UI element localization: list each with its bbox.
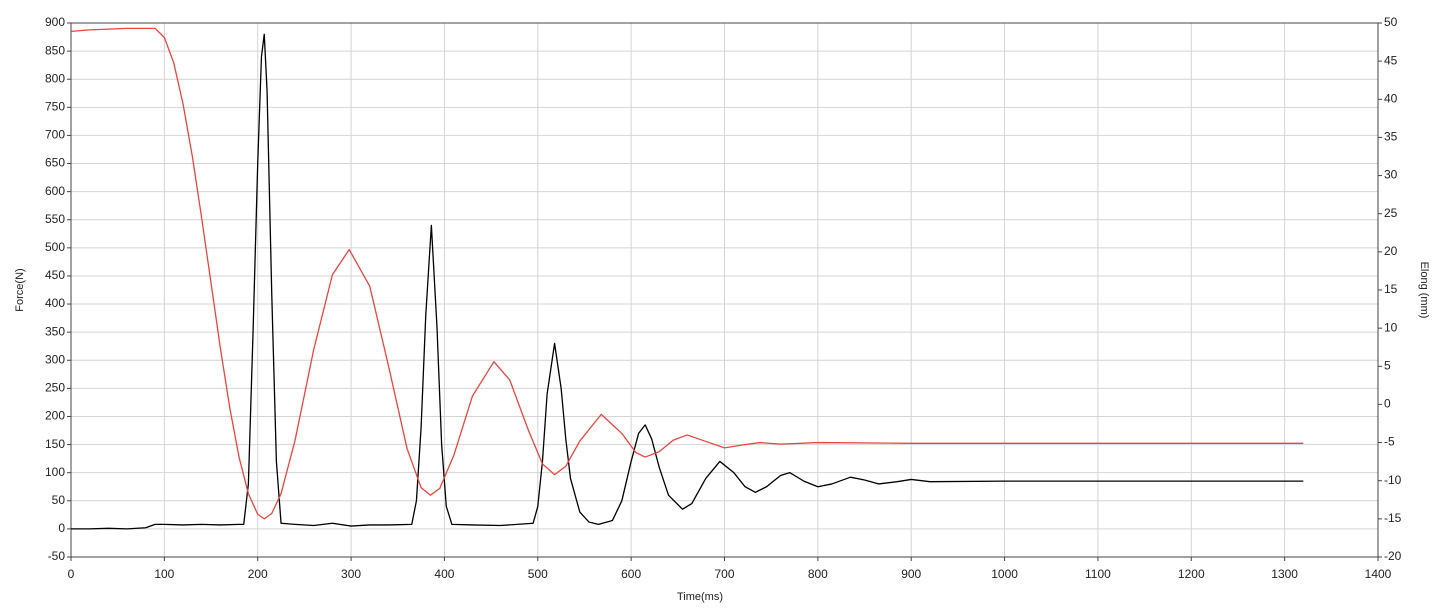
x-tick-label: 800: [808, 567, 828, 581]
y2-tick-label: 50: [1384, 15, 1398, 29]
y2-tick-label: 15: [1384, 282, 1398, 296]
y-tick-label: 700: [45, 128, 65, 142]
y-tick-label: 650: [45, 156, 65, 170]
y-tick-label: -50: [48, 549, 66, 563]
x-axis-label: Time(ms): [677, 591, 723, 603]
y2-tick-label: 20: [1384, 244, 1398, 258]
x-tick-label: 1300: [1271, 567, 1298, 581]
y-tick-label: 850: [45, 43, 65, 57]
y-tick-label: 300: [45, 352, 65, 366]
y-tick-label: 350: [45, 324, 65, 338]
x-tick-label: 1200: [1178, 567, 1205, 581]
data-line: [71, 33, 1304, 530]
y-tick-label: 200: [45, 409, 65, 423]
y-tick-label: 0: [58, 521, 65, 535]
y2-axis-label: Elong (mm): [1418, 262, 1430, 319]
y-tick-label: 400: [45, 296, 65, 310]
x-tick-label: 1000: [991, 567, 1018, 581]
y2-tick-label: 25: [1384, 206, 1398, 220]
y2-tick-label: 40: [1384, 91, 1398, 105]
y2-tick-label: 45: [1384, 53, 1398, 67]
y2-tick-label: 10: [1384, 320, 1398, 334]
y-tick-label: 600: [45, 184, 65, 198]
y-axis-label: Force(N): [14, 268, 26, 311]
y2-tick-label: -15: [1384, 511, 1402, 525]
x-tick-label: 100: [154, 567, 174, 581]
y-tick-label: 150: [45, 437, 65, 451]
y2-tick-label: -10: [1384, 473, 1402, 487]
y-tick-label: 550: [45, 212, 65, 226]
x-tick-label: 300: [341, 567, 361, 581]
x-tick-label: 900: [901, 567, 921, 581]
y2-tick-label: 30: [1384, 168, 1398, 182]
x-tick-label: 0: [68, 567, 75, 581]
y-tick-label: 50: [52, 493, 66, 507]
y-tick-label: 500: [45, 240, 65, 254]
plot-frame: [70, 22, 1379, 558]
x-tick-label: 400: [434, 567, 454, 581]
data-line: [70, 27, 1304, 520]
y2-tick-label: 0: [1384, 397, 1391, 411]
x-tick-label: 1100: [1085, 567, 1111, 581]
y-tick-label: 750: [45, 99, 65, 113]
y-tick-label: 900: [45, 15, 65, 29]
x-tick-label: 500: [528, 567, 548, 581]
x-tick-label: 1400: [1365, 567, 1392, 581]
y-tick-label: 100: [45, 465, 65, 479]
x-tick-label: 600: [621, 567, 641, 581]
y-tick-label: 800: [45, 71, 65, 85]
x-tick-label: 700: [714, 567, 734, 581]
y2-tick-label: 35: [1384, 130, 1398, 144]
x-tick-label: 200: [248, 567, 268, 581]
y2-tick-label: -5: [1384, 435, 1395, 449]
y-tick-label: 250: [45, 381, 65, 395]
y2-tick-label: 5: [1384, 358, 1391, 372]
y-tick-label: 450: [45, 268, 65, 282]
y2-tick-label: -20: [1384, 549, 1402, 563]
